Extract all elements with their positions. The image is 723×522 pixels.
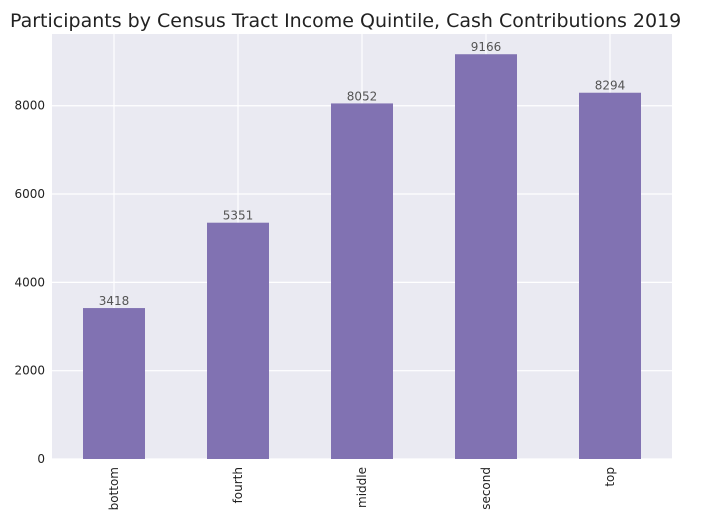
y-axis: 0 2000 4000 6000 8000 (14, 99, 45, 466)
x-tick-label-top: top (603, 467, 617, 487)
y-tick-label: 4000 (14, 275, 45, 289)
bar-bottom (83, 308, 145, 459)
x-axis: bottom fourth middle second top (107, 467, 617, 510)
data-label-second: 9166 (471, 40, 502, 54)
x-tick-label-middle: middle (355, 467, 369, 508)
bar-middle (331, 103, 393, 459)
x-tick-label-fourth: fourth (231, 467, 245, 503)
data-label-bottom: 3418 (99, 294, 130, 308)
data-label-middle: 8052 (347, 89, 378, 103)
data-label-fourth: 5351 (223, 209, 254, 223)
bar-fourth (207, 222, 269, 459)
bar-top (579, 92, 641, 460)
data-label-top: 8294 (595, 79, 626, 93)
y-tick-label: 2000 (14, 364, 45, 378)
y-tick-label: 6000 (14, 187, 45, 201)
x-tick-label-bottom: bottom (107, 467, 121, 510)
chart-title: Participants by Census Tract Income Quin… (10, 10, 681, 32)
y-tick-label: 0 (37, 452, 45, 466)
x-tick-label-second: second (479, 467, 493, 510)
bar-second (455, 54, 517, 460)
data-labels: 3418 5351 8052 9166 8294 (99, 40, 626, 308)
bars (83, 54, 641, 460)
y-tick-label: 8000 (14, 99, 45, 113)
